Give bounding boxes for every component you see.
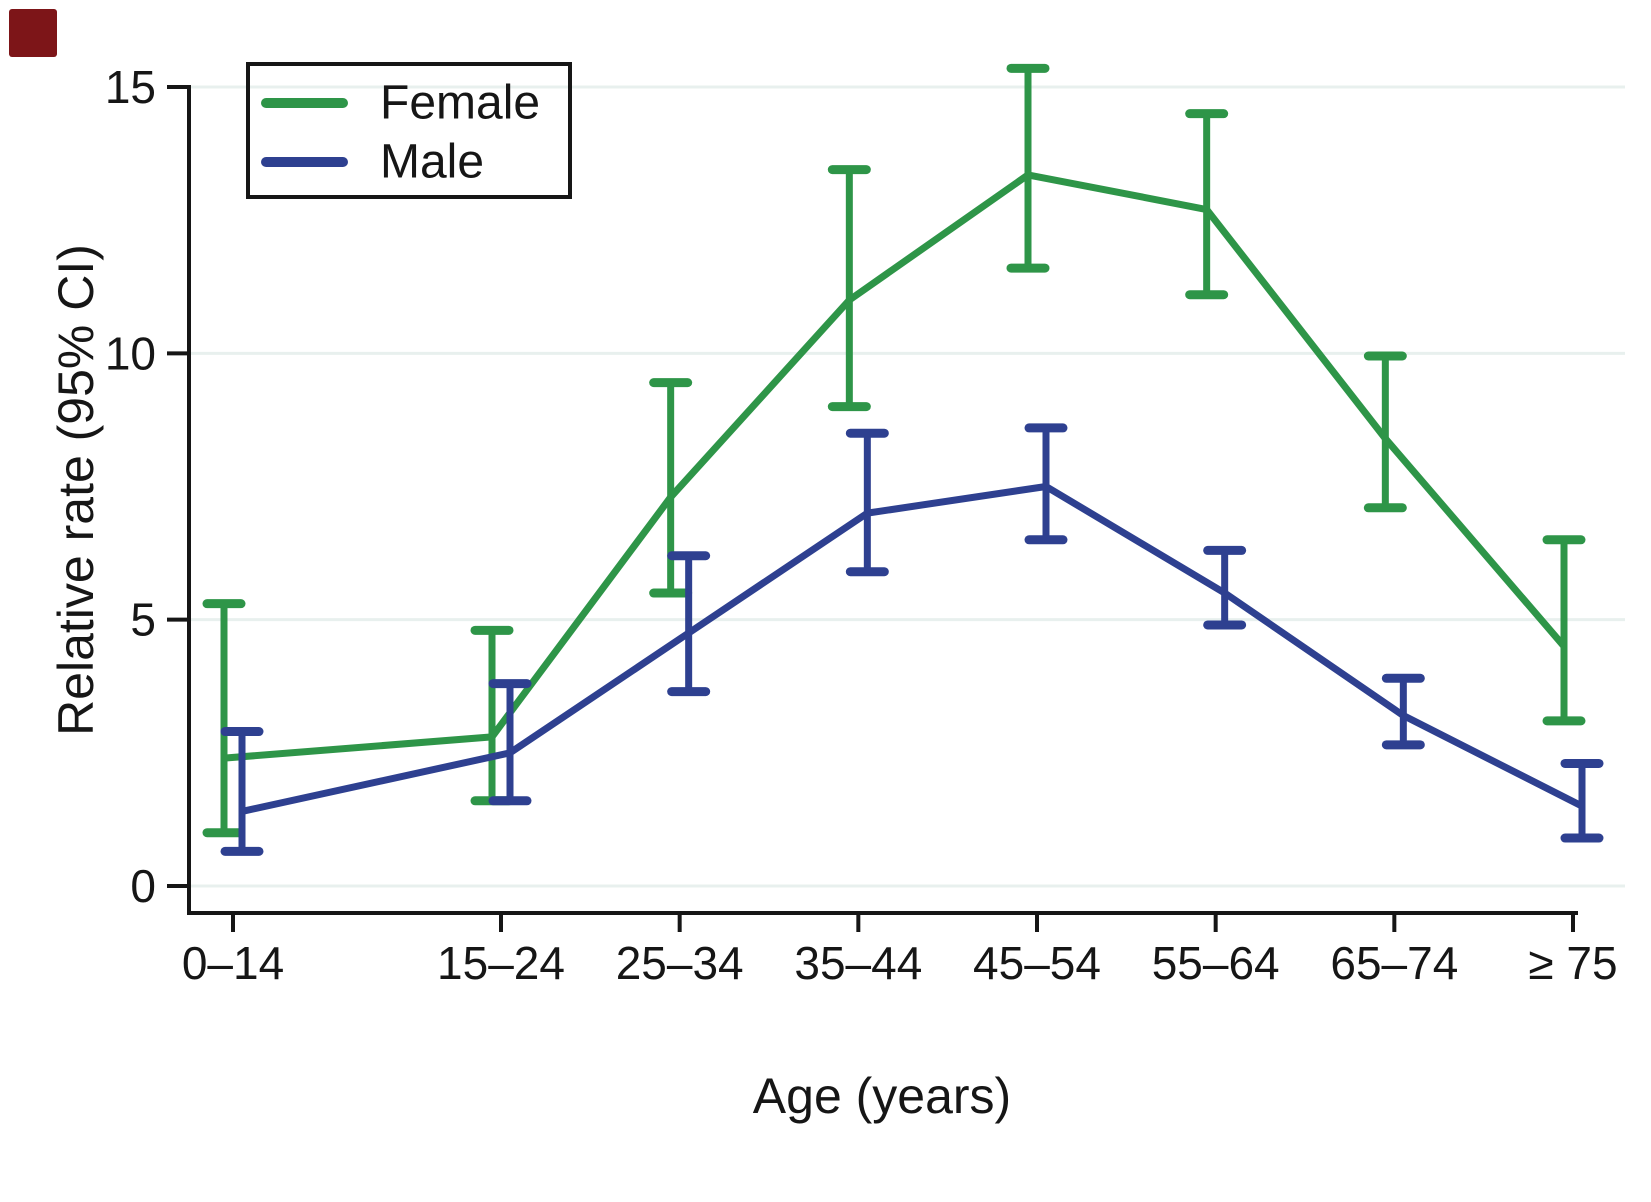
series-line-male	[238, 483, 1586, 815]
y-tick-label: 10	[105, 327, 156, 379]
legend-label-male: Male	[380, 136, 484, 189]
x-tick-label: ≥ 75	[1528, 937, 1617, 989]
x-tick-label: 65–74	[1330, 937, 1458, 989]
x-tick-label: 35–44	[794, 937, 922, 989]
y-tick-label: 15	[105, 61, 156, 113]
x-axis-title: Age (years)	[753, 1068, 1011, 1124]
x-tick-label: 45–54	[973, 937, 1101, 989]
x-tick-label: 55–64	[1152, 937, 1280, 989]
y-tick-label: 5	[130, 594, 156, 646]
series-line-female	[220, 171, 1568, 762]
x-tick-label: 25–34	[616, 937, 744, 989]
x-tick-label: 15–24	[437, 937, 565, 989]
legend-box	[246, 62, 572, 199]
legend-label-female: Female	[380, 77, 540, 130]
x-tick-label: 0–14	[182, 937, 284, 989]
y-tick-label: 0	[130, 860, 156, 912]
corner-marker	[9, 9, 57, 57]
y-axis-title: Relative rate (95% CI)	[48, 244, 104, 736]
